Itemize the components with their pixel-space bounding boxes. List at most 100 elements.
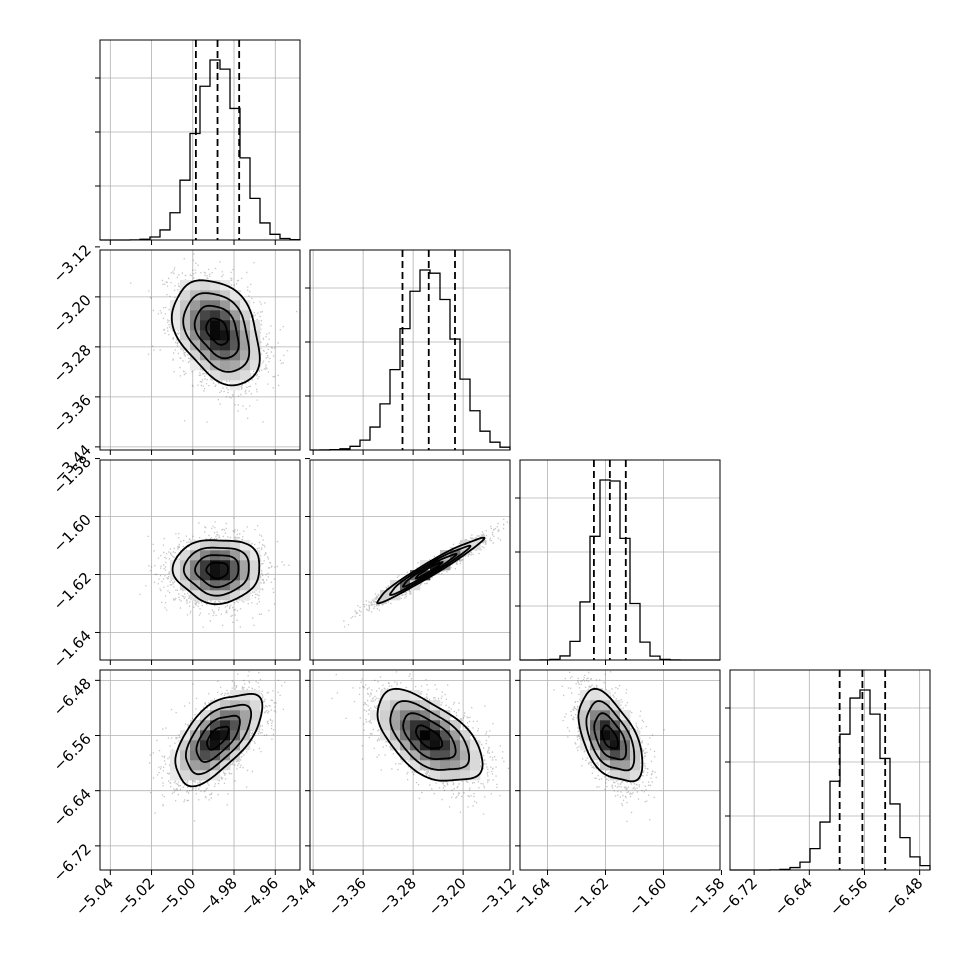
- density-cell: [180, 330, 191, 341]
- y-tick-label: −3.12: [50, 241, 95, 286]
- density-cell: [380, 690, 391, 701]
- density-cell: [180, 740, 191, 751]
- density-cell: [200, 770, 211, 781]
- density-cell: [580, 720, 591, 731]
- density-cell: [440, 730, 451, 741]
- density-cell: [230, 580, 241, 591]
- density-cell: [250, 360, 261, 371]
- density-cell: [200, 550, 211, 561]
- density-cell: [210, 330, 221, 341]
- density-cell: [200, 760, 211, 771]
- scatter-panel-3-1: [331, 671, 510, 815]
- density-cell: [580, 700, 591, 711]
- density-cell: [220, 750, 231, 761]
- histogram-step: [100, 59, 301, 241]
- density-cell: [460, 730, 471, 741]
- density-cell: [380, 590, 391, 601]
- contour-line: [174, 692, 264, 788]
- density-cell: [250, 330, 261, 341]
- contour-line: [415, 561, 444, 580]
- density-cell: [250, 720, 261, 731]
- x-tick-label: −3.44: [275, 874, 320, 919]
- density-cell: [240, 710, 251, 721]
- density-cell: [240, 560, 251, 571]
- density-cell: [210, 720, 221, 731]
- density-cell: [230, 690, 241, 701]
- density-cell: [440, 740, 451, 751]
- density-cell: [600, 740, 611, 751]
- contour-line: [389, 544, 472, 596]
- contour-line: [577, 687, 644, 783]
- density-cell: [200, 330, 211, 341]
- density-cell: [210, 740, 221, 751]
- x-tick-label: −3.28: [375, 874, 420, 919]
- density-cell: [210, 710, 221, 721]
- density-cell: [430, 740, 441, 751]
- y-tick-label: −1.60: [50, 511, 95, 556]
- density-cell: [450, 760, 461, 771]
- density-cell: [410, 730, 421, 741]
- density-cell: [230, 310, 241, 321]
- density-cell: [440, 770, 451, 781]
- density-cell: [400, 750, 411, 761]
- density-cell: [410, 700, 421, 711]
- density-cell: [190, 720, 201, 731]
- density-cell: [230, 720, 241, 731]
- density-cell: [240, 370, 251, 381]
- contour-line: [585, 700, 636, 772]
- density-cell: [590, 710, 601, 721]
- density-cell: [610, 750, 621, 761]
- density-cell: [170, 770, 181, 781]
- density-cell: [230, 330, 241, 341]
- density-cell: [220, 340, 231, 351]
- density-cell: [450, 730, 461, 741]
- density-cell: [200, 710, 211, 721]
- density-cell: [210, 700, 221, 711]
- density-cell: [190, 740, 201, 751]
- density-cell: [390, 720, 401, 731]
- density-cell: [190, 560, 201, 571]
- density-cell: [200, 560, 211, 571]
- density-cell: [190, 310, 201, 321]
- density-cell: [420, 730, 431, 741]
- density-cell: [600, 730, 611, 741]
- density-cell: [220, 540, 231, 551]
- contour-line: [601, 724, 619, 750]
- density-cell: [620, 760, 631, 771]
- density-cell: [230, 550, 241, 561]
- density-cell: [380, 710, 391, 721]
- density-cell: [190, 280, 201, 291]
- density-cell: [470, 750, 481, 761]
- density-cell: [240, 350, 251, 361]
- density-cell: [250, 570, 261, 581]
- density-cell: [190, 300, 201, 311]
- x-tick-label: −3.20: [425, 874, 470, 919]
- density-cell: [210, 300, 221, 311]
- density-cell: [370, 710, 381, 721]
- scatter-panel-3-2: [553, 670, 665, 822]
- density-cell: [430, 760, 441, 771]
- density-cell: [230, 560, 241, 571]
- density-cell: [190, 570, 201, 581]
- hist-panel-2: [515, 460, 720, 661]
- x-tick-label: −5.02: [113, 874, 158, 919]
- density-cell: [390, 590, 401, 601]
- density-cell: [600, 700, 611, 711]
- density-cell: [410, 740, 421, 751]
- density-cell: [220, 360, 231, 371]
- panel-frame: [519, 669, 721, 871]
- density-cell: [590, 750, 601, 761]
- density-cell: [210, 370, 221, 381]
- panel-frame: [309, 669, 511, 871]
- density-cell: [220, 310, 231, 321]
- scatter-points: [553, 670, 665, 822]
- density-cell: [440, 720, 451, 731]
- density-cell: [600, 710, 611, 721]
- density-cell: [240, 310, 251, 321]
- x-tick-label: −5.04: [72, 874, 117, 919]
- contour-line: [171, 539, 261, 606]
- density-cell: [240, 740, 251, 751]
- density-cell: [210, 310, 221, 321]
- density-cell: [240, 590, 251, 601]
- density-cell: [200, 740, 211, 751]
